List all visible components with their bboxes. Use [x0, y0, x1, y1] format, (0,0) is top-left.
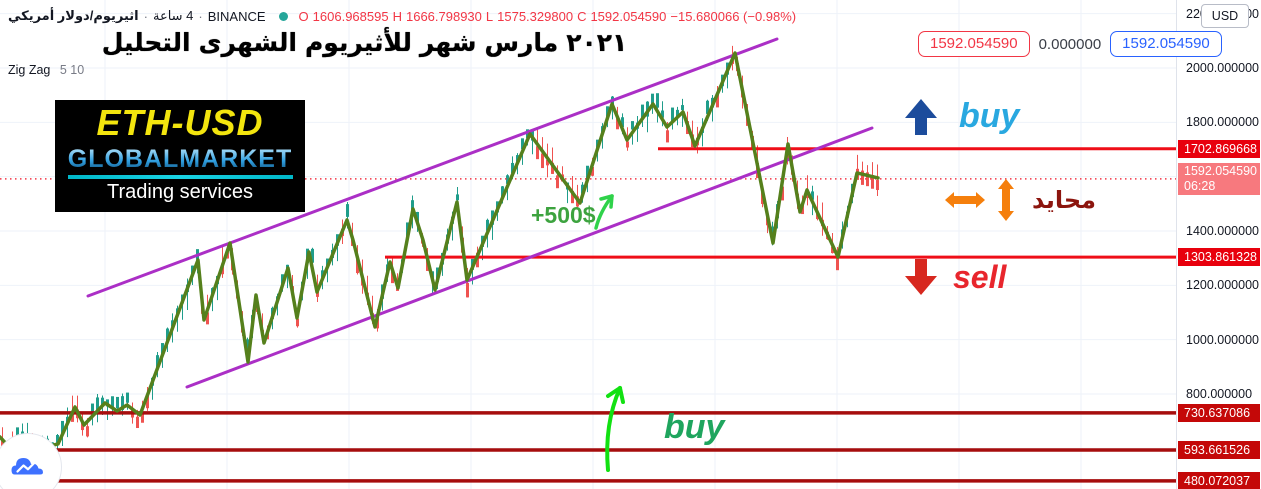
axis-tick-label: 800.000000	[1186, 387, 1253, 401]
indicator-label[interactable]: Zig Zag 5 10	[8, 63, 84, 77]
left-right-arrow-icon	[945, 192, 985, 208]
title-word: التحليل	[101, 28, 191, 57]
indicator-params: 5 10	[59, 63, 85, 77]
price-axis[interactable]: USD 2200.0000002000.0000001800.000000140…	[1176, 0, 1261, 489]
price-chart-canvas[interactable]	[0, 0, 1176, 489]
buy-annotation-bottom: buy	[664, 408, 724, 447]
up-arrow-icon	[905, 98, 937, 135]
axis-tick-label: 1800.000000	[1186, 115, 1259, 130]
price-box-middle: 0.000000	[1038, 35, 1102, 53]
brand-tagline-text: Trading services	[107, 181, 253, 203]
title-word: للأثيريوم	[304, 28, 412, 57]
axis-tick-label: 1000.000000	[1186, 332, 1259, 347]
header-separator: ·	[198, 8, 203, 24]
cloud-chart-logo-icon	[11, 458, 43, 475]
axis-tick-label: 2000.000000	[1186, 61, 1259, 75]
price-level-badge: 730.637086	[1178, 403, 1260, 422]
symbol-name[interactable]: اثيريوم/دولار أمريكي	[8, 8, 139, 23]
price-level-badge: 1702.869668	[1178, 139, 1260, 158]
buy-annotation-top: buy	[903, 97, 1019, 136]
buy-top-label: buy	[959, 97, 1020, 135]
ohlc-values: O 1606.968595 H 1666.798930 L 1575.329800 C…	[298, 8, 797, 24]
price-box-red: 1592.054590	[918, 31, 1030, 57]
axis-tick-label: 1200.000000	[1186, 278, 1259, 293]
sell-annotation: sell	[903, 258, 1006, 296]
brand-symbol-text: ETH-USD	[96, 102, 264, 143]
buy-bottom-label: buy	[664, 408, 725, 446]
indicator-name: Zig Zag	[8, 63, 51, 77]
gain-annotation: +500$	[531, 202, 596, 229]
title-word: مارس	[484, 28, 559, 57]
neutral-label: محايد	[1032, 186, 1097, 214]
axis-tick-label: 1400.000000	[1186, 224, 1259, 238]
market-status-dot-icon	[278, 11, 288, 21]
price-level-badge: 593.661526	[1178, 441, 1260, 460]
brand-watermark-box: ETH-USD GLOBALMARKET Trading services	[55, 100, 305, 212]
down-arrow-icon	[905, 259, 937, 295]
title-word: الشهرى	[198, 28, 297, 57]
price-box-blue: 1592.054590	[1110, 31, 1222, 57]
title-word: ٢٠٢١	[566, 28, 628, 57]
change-value: −15.680066 (−0.98%)	[670, 8, 797, 24]
currency-toggle-button[interactable]: USD	[1201, 4, 1249, 28]
sell-label: sell	[953, 258, 1007, 295]
title-word: شهر	[419, 28, 477, 57]
gain-label-text: +500$	[531, 202, 596, 228]
up-down-arrow-icon	[998, 179, 1014, 221]
brand-company-text: GLOBALMARKET	[67, 145, 293, 173]
current-price-badge: 1592.054590 06:28	[1178, 162, 1260, 195]
price-label-boxes: 1592.054590 0.000000 1592.054590	[918, 31, 1222, 57]
neutral-annotation: محايد	[944, 178, 1096, 222]
symbol-header: اثيريوم/دولار أمريكي · 4 ساعة · BINANCE …	[8, 8, 796, 24]
brand-underline-bar	[67, 175, 293, 179]
header-separator: ·	[143, 8, 148, 24]
exchange-label[interactable]: BINANCE	[207, 8, 266, 24]
platform-logo[interactable]	[0, 433, 62, 489]
timeframe-label[interactable]: 4 ساعة	[152, 8, 194, 23]
small-green-arrow-icon	[594, 194, 614, 230]
analysis-title: التحليل الشهرى للأثيريوم شهر مارس ٢٠٢١	[102, 28, 623, 57]
green-up-arrow-icon	[605, 386, 625, 472]
price-level-badge: 1303.861328	[1178, 248, 1260, 267]
price-level-badge: 480.072037	[1178, 471, 1260, 489]
